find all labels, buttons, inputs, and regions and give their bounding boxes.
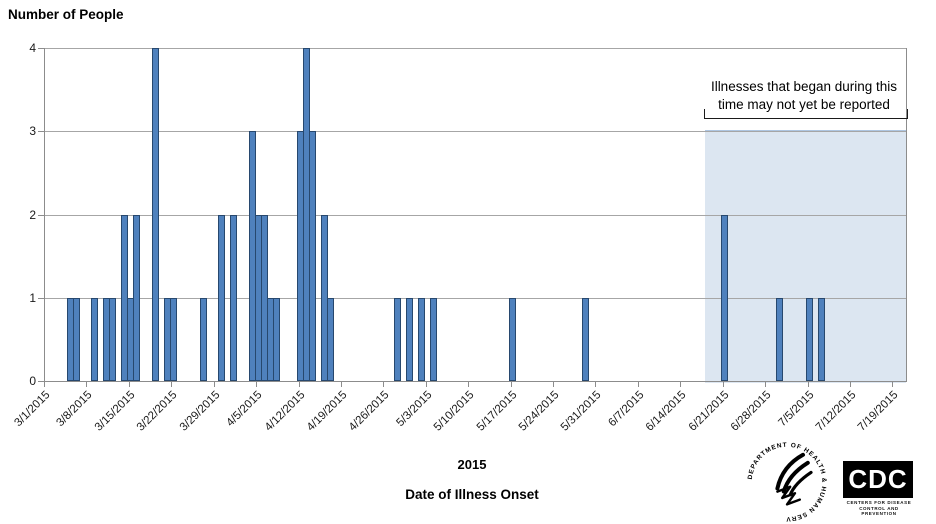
y-tick-1 [38, 297, 44, 299]
bar-3-12-2015 [109, 297, 117, 381]
y-tick-label-3: 3 [29, 124, 36, 139]
bar-7-7-2015 [818, 297, 826, 381]
x-tick-5/10/2015 [468, 381, 470, 387]
x-tick-label-3/29/2015: 3/29/2015 [177, 389, 223, 434]
y-tick-2 [38, 214, 44, 216]
x-tick-label-4/19/2015: 4/19/2015 [304, 389, 350, 434]
bar-3-27-2015 [200, 297, 208, 381]
x-tick-4/19/2015 [340, 381, 342, 387]
y-tick-label-1: 1 [29, 290, 36, 305]
cdc-caption-line2: CONTROL AND PREVENTION [859, 505, 899, 517]
cdc-logo-caption: CENTERS FOR DISEASE CONTROL AND PREVENTI… [841, 500, 917, 517]
gridline-y3 [44, 131, 906, 133]
bar-4-28-2015 [393, 297, 401, 381]
cdc-caption-line1: CENTERS FOR DISEASE [846, 500, 912, 505]
x-axis-title: Date of Illness Onset [405, 487, 539, 502]
bar-6-21-2015 [721, 214, 729, 381]
annotation-bracket-right-end [907, 109, 908, 119]
bar-5-29-2015 [581, 297, 589, 381]
annotation-bracket-left-end [704, 109, 705, 119]
x-tick-3/1/2015 [44, 381, 45, 387]
x-tick-3/29/2015 [213, 381, 215, 387]
y-tick-4 [38, 48, 44, 49]
x-tick-label-3/15/2015: 3/15/2015 [92, 389, 138, 434]
x-tick-6/14/2015 [680, 381, 682, 387]
gridline-y2 [44, 214, 906, 216]
bar-7-5-2015 [806, 297, 814, 381]
y-axis-title: Number of People [8, 7, 124, 22]
gridline-y4 [44, 48, 906, 49]
bar-6-30-2015 [775, 297, 783, 381]
x-axis-line [38, 381, 907, 382]
bar-5-2-2015 [418, 297, 426, 381]
x-axis-year-label: 2015 [457, 457, 487, 472]
x-tick-label-4/5/2015: 4/5/2015 [224, 389, 265, 430]
cdc-logo: CDC [843, 461, 913, 498]
bar-5-17-2015 [509, 297, 517, 381]
bar-4-30-2015 [406, 297, 414, 381]
y-tick-3 [38, 131, 44, 133]
x-tick-4/12/2015 [298, 381, 300, 387]
not-yet-reported-annotation-line2: time may not yet be reported [718, 97, 890, 112]
x-tick-5/24/2015 [553, 381, 555, 387]
x-tick-7/12/2015 [849, 381, 851, 387]
gridline-y1 [44, 297, 906, 299]
x-tick-5/17/2015 [510, 381, 512, 387]
bar-3-30-2015 [218, 214, 226, 381]
x-tick-label-6/21/2015: 6/21/2015 [686, 389, 732, 434]
bar-3-16-2015 [133, 214, 141, 381]
y-axis-line [44, 48, 45, 381]
x-tick-7/19/2015 [892, 381, 894, 387]
x-tick-5/31/2015 [595, 381, 597, 387]
x-tick-3/15/2015 [128, 381, 130, 387]
bar-4-1-2015 [230, 214, 238, 381]
x-tick-label-3/22/2015: 3/22/2015 [135, 389, 180, 434]
bar-4-14-2015 [309, 131, 317, 381]
x-tick-label-3/8/2015: 3/8/2015 [54, 389, 95, 430]
x-tick-6/28/2015 [765, 381, 767, 387]
bar-3-6-2015 [72, 297, 80, 381]
bar-3-22-2015 [169, 297, 177, 381]
bar-4-17-2015 [327, 297, 335, 381]
bar-4-8-2015 [272, 297, 280, 381]
bar-3-9-2015 [90, 297, 98, 381]
y-tick-0 [38, 381, 44, 382]
x-tick-6/7/2015 [637, 381, 639, 387]
bar-3-19-2015 [151, 48, 159, 381]
plot-right-border [906, 48, 907, 381]
x-tick-label-6/14/2015: 6/14/2015 [644, 389, 689, 434]
bar-5-4-2015 [430, 297, 438, 381]
hhs-logo: DEPARTMENT OF HEALTH & HUMAN SERVICES • … [745, 442, 826, 522]
not-yet-reported-annotation-line1: Illnesses that began during this [710, 79, 898, 94]
x-tick-7/5/2015 [807, 381, 809, 387]
x-tick-6/21/2015 [722, 381, 724, 387]
x-tick-4/5/2015 [256, 381, 258, 387]
not-yet-reported-shaded-region [704, 130, 906, 383]
x-tick-3/22/2015 [171, 381, 173, 387]
y-tick-label-4: 4 [29, 41, 36, 55]
y-tick-label-2: 2 [29, 207, 36, 222]
x-tick-label-4/12/2015: 4/12/2015 [262, 389, 308, 434]
x-tick-4/26/2015 [383, 381, 385, 387]
hhs-eagle-icon [775, 452, 813, 506]
annotation-bracket [704, 118, 908, 119]
x-tick-5/3/2015 [425, 381, 427, 387]
x-tick-label-6/7/2015: 6/7/2015 [606, 389, 647, 430]
y-tick-label-0: 0 [29, 374, 36, 388]
x-tick-3/8/2015 [86, 381, 88, 387]
cdc-logo-text: CDC [848, 464, 908, 494]
